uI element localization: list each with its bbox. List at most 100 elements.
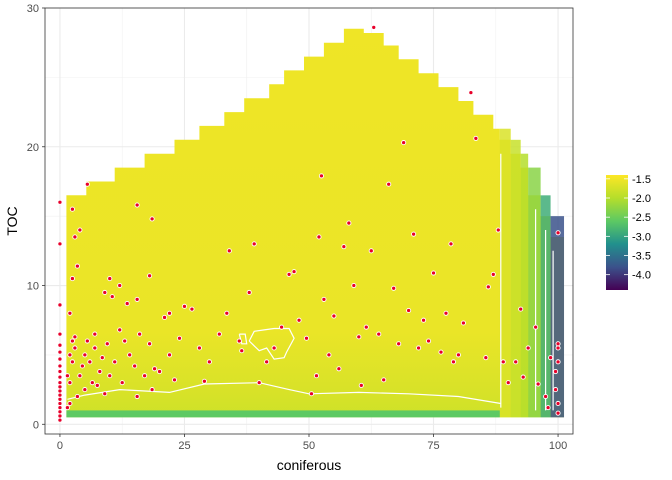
data-point bbox=[553, 387, 559, 393]
data-point bbox=[525, 345, 531, 351]
data-point bbox=[64, 405, 70, 411]
data-point bbox=[416, 345, 422, 351]
data-point bbox=[331, 313, 337, 319]
data-point bbox=[251, 241, 257, 247]
data-point bbox=[455, 352, 461, 358]
data-point bbox=[376, 331, 382, 337]
legend-tick-label: -2.0 bbox=[632, 193, 651, 205]
surface-column bbox=[510, 139, 521, 418]
data-point bbox=[358, 382, 364, 388]
data-point bbox=[57, 356, 63, 362]
data-point bbox=[171, 377, 178, 383]
y-tick-label: 20 bbox=[27, 142, 39, 154]
data-point bbox=[505, 380, 511, 386]
data-point bbox=[57, 199, 63, 205]
data-point bbox=[132, 363, 138, 369]
data-point bbox=[74, 393, 80, 400]
contour-line bbox=[67, 382, 501, 405]
data-point bbox=[543, 393, 549, 400]
data-point bbox=[460, 320, 466, 326]
data-point bbox=[520, 374, 526, 380]
data-point bbox=[134, 296, 140, 302]
data-point bbox=[371, 24, 377, 30]
data-point bbox=[72, 234, 78, 240]
data-point bbox=[149, 216, 155, 222]
data-point bbox=[127, 352, 133, 358]
y-tick-label: 10 bbox=[27, 281, 39, 293]
data-point bbox=[495, 227, 501, 233]
y-tick-label: 30 bbox=[27, 3, 39, 15]
data-point bbox=[438, 349, 444, 355]
data-point bbox=[296, 317, 302, 323]
data-point bbox=[72, 334, 78, 340]
data-point bbox=[82, 387, 88, 393]
data-point bbox=[553, 369, 559, 375]
data-point bbox=[518, 306, 524, 312]
data-point bbox=[425, 338, 432, 344]
data-point bbox=[381, 377, 387, 383]
data-point bbox=[57, 400, 63, 407]
data-point bbox=[57, 396, 63, 402]
data-point bbox=[318, 173, 325, 179]
data-point bbox=[181, 303, 188, 309]
data-point bbox=[555, 400, 561, 407]
legend-tick-label: -1.5 bbox=[632, 174, 651, 186]
data-point bbox=[201, 378, 207, 384]
data-point bbox=[406, 307, 412, 314]
data-point bbox=[57, 241, 63, 247]
data-point bbox=[72, 345, 78, 351]
data-point bbox=[401, 140, 407, 146]
data-point bbox=[102, 289, 108, 296]
y-tick-label: 0 bbox=[33, 419, 39, 431]
legend-tick-label: -4.0 bbox=[632, 270, 651, 282]
legend-colorbar bbox=[606, 175, 628, 290]
data-point bbox=[157, 369, 163, 375]
data-point bbox=[246, 289, 252, 296]
data-point bbox=[69, 338, 75, 344]
data-point bbox=[473, 135, 479, 141]
data-point bbox=[555, 230, 561, 236]
data-point bbox=[313, 373, 320, 379]
data-point bbox=[149, 387, 155, 393]
surface-column bbox=[520, 153, 529, 418]
data-point bbox=[87, 359, 93, 365]
legend-tick-label: -2.5 bbox=[632, 212, 651, 224]
data-point bbox=[117, 282, 123, 289]
surface-body bbox=[66, 28, 565, 418]
data-point bbox=[79, 363, 85, 369]
y-axis-title: TOC bbox=[4, 206, 20, 235]
data-point bbox=[421, 317, 427, 323]
data-point bbox=[97, 369, 103, 375]
data-point bbox=[176, 335, 183, 341]
data-point bbox=[57, 374, 63, 380]
data-point bbox=[545, 405, 551, 411]
data-point bbox=[67, 400, 73, 407]
data-point bbox=[196, 345, 202, 351]
data-point bbox=[57, 392, 63, 398]
data-point bbox=[533, 324, 539, 330]
data-point bbox=[391, 285, 397, 291]
surface-column bbox=[550, 216, 565, 418]
data-point bbox=[271, 345, 277, 351]
data-point bbox=[107, 276, 113, 282]
contour-line bbox=[248, 327, 295, 360]
data-point bbox=[450, 359, 457, 365]
data-point bbox=[92, 331, 98, 337]
data-point bbox=[316, 234, 322, 240]
surface-column bbox=[499, 128, 511, 418]
x-tick-label: 25 bbox=[178, 440, 190, 452]
data-point bbox=[102, 391, 108, 397]
data-point bbox=[57, 380, 63, 386]
surface-column bbox=[528, 167, 541, 418]
x-tick-label: 75 bbox=[427, 440, 439, 452]
legend-tick-label: -3.0 bbox=[632, 231, 651, 243]
data-point bbox=[57, 413, 63, 419]
data-point bbox=[142, 373, 148, 379]
data-point bbox=[264, 359, 270, 365]
data-point bbox=[117, 327, 123, 333]
data-point bbox=[84, 338, 90, 344]
data-point bbox=[119, 380, 125, 386]
data-point bbox=[57, 369, 63, 375]
data-point bbox=[448, 241, 454, 247]
